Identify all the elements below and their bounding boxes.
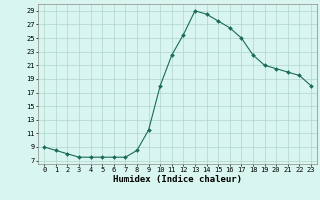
X-axis label: Humidex (Indice chaleur): Humidex (Indice chaleur) — [113, 175, 242, 184]
